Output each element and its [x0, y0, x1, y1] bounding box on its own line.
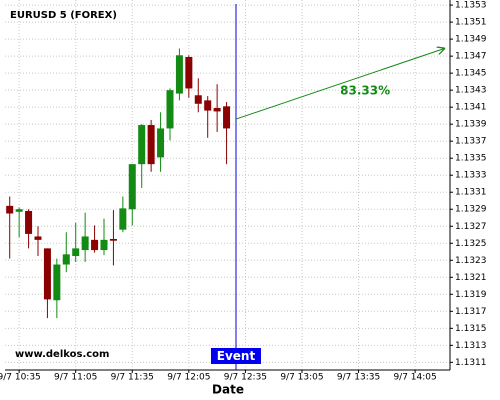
- y-tick-label: 1.1323: [455, 256, 487, 266]
- y-tick-label: 1.1317: [455, 307, 487, 317]
- y-tick-label: 1.1327: [455, 222, 487, 232]
- y-tick-label: 1.1337: [455, 137, 487, 147]
- x-tick-label: 9/7 13:05: [280, 373, 323, 383]
- candle-body: [119, 208, 127, 230]
- projection-label: 83.33%: [340, 83, 390, 97]
- candle-body: [138, 125, 146, 165]
- x-axis-label: Date: [212, 383, 244, 397]
- y-tick-label: 1.1341: [455, 103, 487, 113]
- x-tick-label: 9/7 14:05: [393, 373, 436, 383]
- y-tick-label: 1.1349: [455, 35, 487, 45]
- candle-body: [166, 90, 174, 129]
- y-tick-label: 1.1343: [455, 86, 487, 96]
- y-tick-label: 1.1313: [455, 341, 487, 351]
- x-tick-label: 9/7 12:35: [224, 373, 267, 383]
- y-tick-label: 1.1325: [455, 239, 487, 249]
- candle-body: [128, 164, 136, 210]
- candle-body: [109, 239, 117, 241]
- candle-body: [62, 254, 70, 265]
- plot: 1.1311 1.1313 1.1315 1.1317 1.1319 1.1321 1.13…: [0, 0, 487, 383]
- candle-body: [157, 128, 165, 158]
- y-tick-label: 1.1339: [455, 120, 487, 130]
- y-tick-label: 1.1329: [455, 205, 487, 215]
- candle-body: [6, 205, 14, 214]
- candle-body: [81, 236, 89, 251]
- y-tick-label: 1.1353: [455, 1, 487, 11]
- candle-body: [175, 55, 183, 94]
- candle-body: [91, 239, 99, 251]
- candle-body: [72, 248, 80, 257]
- x-tick-label: 9/7 13:35: [337, 373, 380, 383]
- x-tick-label: 9/7 10:35: [0, 373, 41, 383]
- y-tick-label: 1.1321: [455, 273, 487, 283]
- candle-body: [25, 210, 33, 234]
- candle-body: [213, 108, 221, 112]
- x-tick-label: 9/7 11:05: [54, 373, 97, 383]
- x-tick-label: 9/7 11:35: [111, 373, 154, 383]
- y-tick-label: 1.1347: [455, 52, 487, 62]
- candle-body: [204, 100, 212, 111]
- y-tick-label: 1.1319: [455, 290, 487, 300]
- y-tick-label: 1.1331: [455, 188, 487, 198]
- chart-title: EURUSD 5 (FOREX): [10, 10, 117, 21]
- y-tick-label: 1.1335: [455, 154, 487, 164]
- x-tick-label: 9/7 12:05: [167, 373, 210, 383]
- watermark: www.delkos.com: [15, 349, 109, 360]
- event-label: Event: [217, 349, 256, 363]
- candle-body: [15, 209, 23, 212]
- candle-body: [147, 125, 155, 165]
- y-tick-label: 1.1345: [455, 69, 487, 79]
- y-tick-label: 1.1311: [455, 358, 487, 368]
- y-tick-label: 1.1351: [455, 18, 487, 28]
- event-box: [210, 348, 261, 364]
- candle-body: [185, 56, 193, 89]
- candle-body: [100, 239, 108, 251]
- y-tick-label: 1.1333: [455, 171, 487, 181]
- candle-body: [43, 248, 51, 300]
- candle-body: [34, 236, 42, 240]
- candle-body: [223, 106, 231, 129]
- candle-body: [194, 95, 202, 104]
- y-tick-label: 1.1315: [455, 324, 487, 334]
- candle-body: [53, 264, 61, 301]
- projection-arrow: [235, 48, 444, 120]
